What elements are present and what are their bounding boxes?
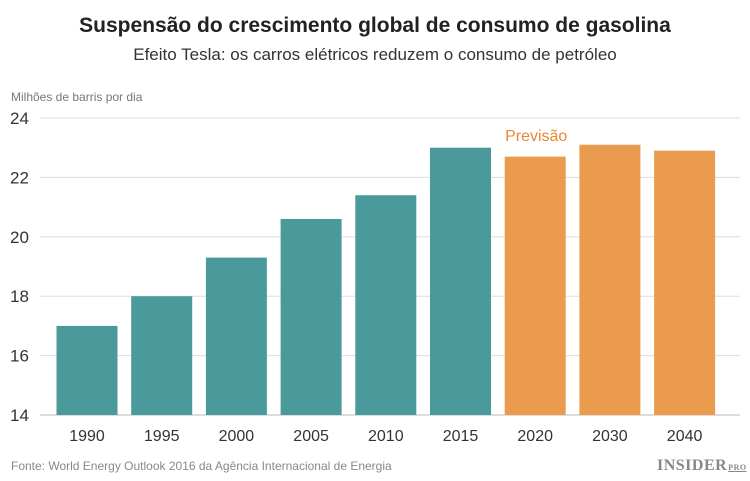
y-tick-label: 16 (10, 347, 29, 366)
bar-1995 (131, 296, 193, 415)
bar-2005 (280, 218, 342, 415)
bar-2010 (355, 195, 417, 415)
insider-pro-logo: INSIDERPRO (657, 457, 747, 475)
y-tick-label: 22 (10, 168, 29, 187)
x-tick-label: 2005 (293, 428, 329, 445)
x-tick-label: 2020 (517, 428, 553, 445)
y-tick-label: 18 (10, 287, 29, 306)
x-tick-label: 2040 (667, 428, 703, 445)
forecast-annotation: Previsão (505, 128, 567, 145)
bar-2015 (430, 147, 491, 415)
logo-main: INSIDER (657, 457, 728, 474)
bar-2030 (579, 144, 641, 416)
x-tick-label: 2015 (443, 428, 479, 445)
chart-title: Suspensão do crescimento global de consu… (79, 14, 671, 37)
y-tick-label: 20 (10, 228, 29, 247)
y-axis-label: Milhões de barris por dia (11, 90, 143, 104)
y-tick-label: 24 (10, 109, 29, 128)
bar-2040 (654, 150, 716, 416)
x-tick-label: 1990 (69, 428, 105, 445)
y-tick-label: 14 (10, 406, 29, 425)
bar-2020 (504, 156, 566, 416)
source-note: Fonte: World Energy Outlook 2016 da Agên… (11, 459, 392, 473)
bar-1990 (56, 325, 118, 415)
x-tick-label: 1995 (144, 428, 180, 445)
x-tick-label: 2030 (592, 428, 628, 445)
x-tick-label: 2010 (368, 428, 404, 445)
chart-subtitle: Efeito Tesla: os carros elétricos reduze… (133, 45, 617, 64)
x-tick-label: 2000 (219, 428, 255, 445)
logo-sub: PRO (728, 463, 747, 472)
bar-2000 (205, 257, 267, 415)
